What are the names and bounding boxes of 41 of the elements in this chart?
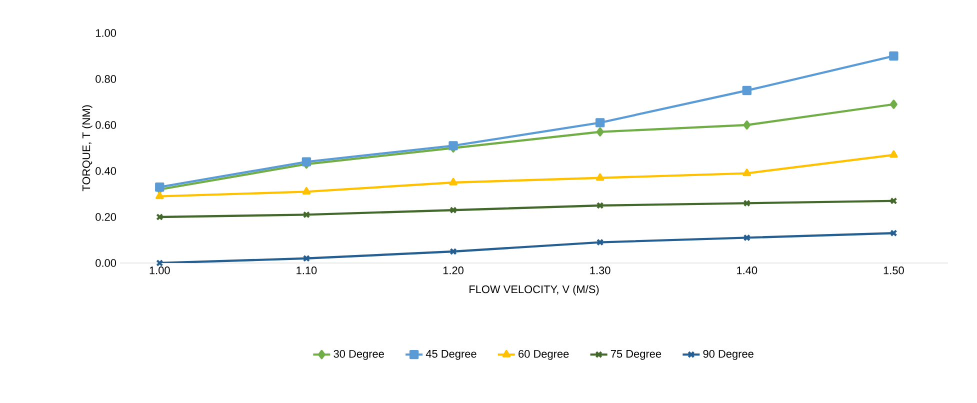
point	[742, 168, 752, 176]
y-tick-label: 0.20	[96, 213, 116, 221]
point	[743, 200, 750, 207]
legend-label: 75 Degree	[610, 350, 662, 360]
y-tick-label: 0.40	[96, 167, 116, 175]
point	[156, 192, 164, 200]
x-tick-label: 1.10	[296, 266, 317, 274]
point	[596, 173, 604, 181]
point	[743, 234, 750, 242]
legend-label: 30 Degree	[334, 350, 384, 360]
point	[595, 118, 605, 128]
x-tick-label: 1.20	[443, 266, 464, 274]
x-tick-label: 1.50	[884, 266, 904, 274]
point	[302, 157, 312, 166]
point	[742, 86, 752, 96]
point	[302, 211, 310, 218]
point	[889, 51, 898, 61]
legend-label: 45 Degree	[426, 350, 476, 360]
y-tick-label: 0.60	[96, 121, 116, 129]
x-tick-label: 1.30	[590, 266, 610, 274]
point	[450, 206, 457, 214]
point	[302, 187, 311, 195]
y-tick-label: 0.00	[96, 259, 116, 267]
point	[743, 120, 751, 130]
point	[596, 127, 604, 136]
y-axis-title: TORQUE, T (NM)	[82, 105, 92, 192]
point	[890, 150, 898, 158]
point	[890, 100, 898, 109]
x-tick-label: 1.00	[150, 266, 170, 274]
legend-label: 90 Degree	[703, 350, 754, 360]
x-axis-title: FLOW VELOCITY, V (M/S)	[470, 285, 599, 296]
point	[302, 254, 310, 262]
point	[596, 238, 604, 246]
point	[449, 178, 458, 186]
point	[450, 248, 457, 256]
legend-label: 60 Degree	[518, 350, 569, 360]
y-tick-label: 0.80	[96, 75, 116, 83]
point	[448, 141, 458, 150]
point	[596, 202, 604, 210]
y-tick-label: 1.00	[96, 29, 116, 37]
x-tick-label: 1.40	[737, 266, 758, 274]
